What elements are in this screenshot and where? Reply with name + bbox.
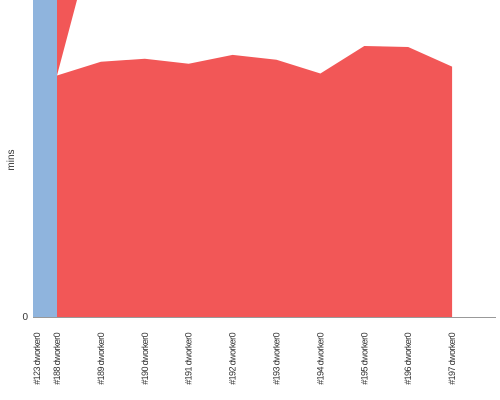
series-area-1 bbox=[33, 0, 57, 317]
x-tick-label: #190 dworker0 bbox=[140, 332, 150, 384]
series-layer bbox=[33, 0, 453, 317]
x-tick-label: #192 dworker0 bbox=[228, 332, 238, 384]
x-tick-label: #196 dworker0 bbox=[403, 332, 413, 384]
y-tick-label: 0 bbox=[22, 312, 28, 323]
x-tick-label: #197 dworker0 bbox=[447, 332, 457, 384]
axes-layer: mins 0 bbox=[6, 149, 496, 323]
series-area-2 bbox=[57, 0, 453, 317]
x-tick-label: #188 dworker0 bbox=[52, 332, 62, 384]
x-tick-label: #191 dworker0 bbox=[184, 332, 194, 384]
x-tick-label: #189 dworker0 bbox=[96, 332, 106, 384]
x-tick-label: #194 dworker0 bbox=[315, 332, 325, 384]
x-tick-label: #123 dworker0 bbox=[32, 332, 42, 384]
x-tick-label: #193 dworker0 bbox=[272, 332, 282, 384]
x-tick-label: #195 dworker0 bbox=[359, 332, 369, 384]
y-axis-label: mins bbox=[6, 149, 17, 170]
x-tick-labels: #123 dworker0 #188 dworker0 #189 dworker0 #… bbox=[32, 332, 457, 384]
